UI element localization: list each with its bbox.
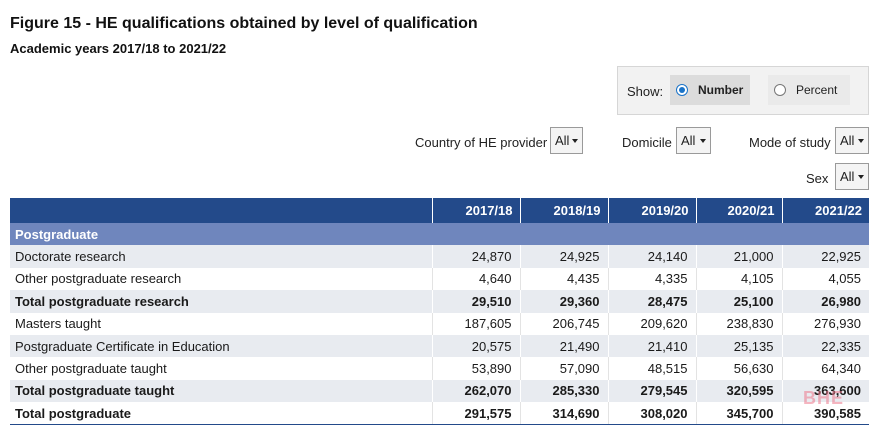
domicile-filter-value: All [681,133,696,148]
table-cell: 22,335 [781,334,869,358]
domicile-filter-label: Domicile [622,135,672,150]
row-label: Doctorate research [10,245,432,268]
table-cell: 25,100 [695,290,782,313]
column-header: 2019/20 [607,198,696,223]
show-number-option[interactable]: Number [670,75,750,105]
table-cell: 29,360 [519,290,608,313]
section-row: Postgraduate [10,223,869,246]
table-cell: 238,830 [695,312,782,335]
table-cell: 314,690 [519,402,608,426]
sex-filter-dropdown[interactable]: All [835,163,869,190]
table-cell: 57,090 [519,357,608,380]
table-cell: 26,980 [781,290,869,313]
column-header [10,198,432,223]
country-filter-dropdown[interactable]: All [550,127,583,154]
table-cell: 279,545 [607,379,696,403]
table-cell: 21,490 [519,334,608,358]
table-cell: 209,620 [607,312,696,335]
table-cell: 262,070 [431,379,520,403]
radio-unselected-icon[interactable] [774,84,786,96]
show-percent-label: Percent [796,83,838,97]
table-cell: 320,595 [695,379,782,403]
table-cell: 308,020 [607,402,696,426]
section-label: Postgraduate [10,223,869,246]
show-percent-option[interactable]: Percent [768,75,850,105]
table-cell: 48,515 [607,357,696,380]
table-cell: 4,105 [695,267,782,291]
show-toggle-group: Show: Number Percent [617,66,869,115]
table-cell: 29,510 [431,290,520,313]
watermark-logo: BHE [803,388,845,408]
table-cell: 291,575 [431,402,520,426]
table-cell: 22,925 [781,245,869,268]
row-label: Total postgraduate research [10,290,432,313]
table-cell: 24,925 [519,245,608,268]
table-row: Total postgraduate research 29,510 29,360 2… [10,290,869,313]
row-label: Other postgraduate research [10,267,432,291]
table-cell: 4,640 [431,267,520,291]
table-cell: 24,870 [431,245,520,268]
table-row: Other postgraduate taught 53,890 57,090 48,… [10,357,869,380]
table-cell: 206,745 [519,312,608,335]
country-filter-value: All [555,133,570,148]
table-header-row: 2017/18 2018/19 2019/20 2020/21 2021/22 [10,198,869,223]
table-cell: 28,475 [607,290,696,313]
row-label: Total postgraduate [10,402,432,426]
table-cell: 24,140 [607,245,696,268]
table-row: Masters taught 187,605 206,745 209,620 238,8… [10,312,869,335]
table-cell: 390,585 [781,402,869,426]
table-cell: 4,435 [519,267,608,291]
row-label: Total postgraduate taught [10,379,432,403]
mode-filter-dropdown[interactable]: All [835,127,869,154]
table-row: Other postgraduate research 4,640 4,435 4,3… [10,267,869,291]
table-cell: 345,700 [695,402,782,426]
page-title: Figure 15 - HE qualifications obtained b… [10,15,478,32]
qualifications-table: 2017/18 2018/19 2019/20 2020/21 2021/22 … [10,198,869,426]
table-row: Postgraduate Certificate in Education 20,… [10,334,869,358]
table-row: Doctorate research 24,870 24,925 24,140 21,0… [10,245,869,268]
table-cell: 53,890 [431,357,520,380]
show-label: Show: [627,84,664,99]
country-filter-label: Country of HE provider [415,135,548,150]
row-label: Postgraduate Certificate in Education [10,334,432,358]
table-cell: 21,410 [607,334,696,358]
column-header: 2017/18 [431,198,520,223]
column-header: 2020/21 [695,198,782,223]
mode-filter-value: All [840,133,855,148]
chevron-down-icon [858,175,864,179]
table-cell: 187,605 [431,312,520,335]
chevron-down-icon [572,139,578,143]
radio-selected-icon[interactable] [676,84,688,96]
page-subtitle: Academic years 2017/18 to 2021/22 [10,41,227,56]
table-cell: 4,055 [781,267,869,291]
table-cell: 21,000 [695,245,782,268]
sex-filter-value: All [840,169,855,184]
table-cell: 64,340 [781,357,869,380]
sex-filter-label: Sex [806,171,829,186]
chevron-down-icon [858,139,864,143]
table-cell: 285,330 [519,379,608,403]
table-cell: 276,930 [781,312,869,335]
chevron-down-icon [700,139,706,143]
table-cell: 20,575 [431,334,520,358]
column-header: 2018/19 [519,198,608,223]
table-cell: 363,600 [781,379,869,403]
column-header: 2021/22 [781,198,869,223]
domicile-filter-dropdown[interactable]: All [676,127,711,154]
table-row: Total postgraduate 291,575 314,690 308,020 3… [10,402,869,426]
row-label: Other postgraduate taught [10,357,432,380]
table-cell: 4,335 [607,267,696,291]
mode-filter-label: Mode of study [749,135,831,150]
table-cell: 25,135 [695,334,782,358]
show-number-label: Number [698,83,744,97]
table-cell: 56,630 [695,357,782,380]
row-label: Masters taught [10,312,432,335]
table-row: Total postgraduate taught 262,070 285,330 2… [10,379,869,403]
